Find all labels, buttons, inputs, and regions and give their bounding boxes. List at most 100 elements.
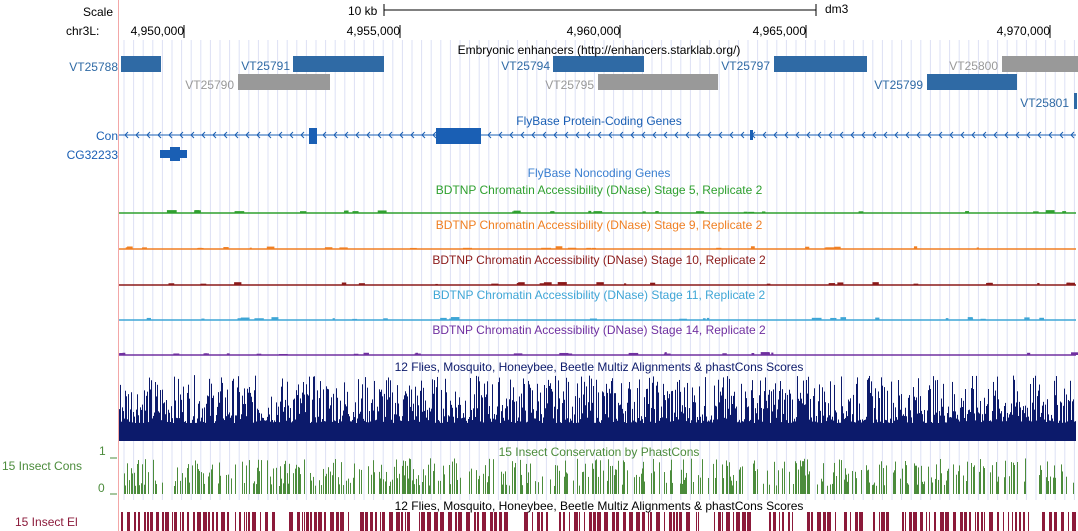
conservation-bar xyxy=(938,479,939,494)
conservation-bar xyxy=(425,475,426,494)
conserved-element xyxy=(490,512,493,531)
dnase-signal-peak xyxy=(589,318,597,320)
conservation-bar xyxy=(598,476,599,494)
multiz-signal-bar xyxy=(748,406,749,441)
multiz-signal-bar xyxy=(888,422,889,441)
multiz-signal-bar xyxy=(437,376,438,441)
multiz-signal-bar xyxy=(446,392,447,441)
enhancer-label-vt25800[interactable]: VT25800 xyxy=(949,59,998,73)
multiz-signal-bar xyxy=(518,417,519,441)
dnase-signal-peak xyxy=(1039,317,1044,320)
multiz-signal-bar xyxy=(742,421,743,441)
multiz-signal-bar xyxy=(805,404,806,441)
conservation-bar xyxy=(834,462,835,494)
multiz-signal-bar xyxy=(847,416,848,441)
gene-con-strand-arrow xyxy=(410,131,415,139)
multiz-signal-bar xyxy=(1052,418,1053,441)
conservation-bar xyxy=(958,471,959,494)
enhancer-label-vt25790[interactable]: VT25790 xyxy=(185,78,234,92)
conservation-bar xyxy=(795,461,796,494)
gene-con-strand-arrow xyxy=(938,131,943,139)
multiz-signal-bar xyxy=(824,391,825,441)
multiz-signal-bar xyxy=(555,375,556,441)
multiz-signal-bar xyxy=(1068,399,1069,441)
conservation-bar xyxy=(1004,477,1005,494)
conservation-bar xyxy=(702,459,703,494)
gene-con-strand-arrow xyxy=(817,131,822,139)
conserved-element xyxy=(310,512,312,531)
multiz-signal-bar xyxy=(541,414,542,441)
conservation-bar xyxy=(917,484,918,494)
gene-con-strand-arrow xyxy=(729,131,734,139)
chrom-label: chr3L: xyxy=(66,24,100,38)
conserved-element xyxy=(827,512,831,531)
conservation-bar xyxy=(1055,477,1056,494)
conservation-bar xyxy=(182,473,183,494)
dnase-signal-peak xyxy=(650,282,656,285)
multiz-signal-bar xyxy=(512,400,513,441)
enhancer-label-vt25791[interactable]: VT25791 xyxy=(241,59,290,73)
multiz-signal-bar xyxy=(738,421,739,441)
multiz-signal-bar xyxy=(121,421,122,441)
multiz-signal-bar xyxy=(131,392,132,441)
multiz-signal-bar xyxy=(167,421,168,441)
gene-con-strand-arrow xyxy=(872,131,877,139)
multiz-signal-bar xyxy=(762,421,763,441)
gene-con-strand-arrow xyxy=(784,131,789,139)
multiz-signal-bar xyxy=(214,422,215,441)
conservation-bar xyxy=(153,459,154,494)
conserved-element xyxy=(434,512,438,531)
dnase-signal-peak xyxy=(345,210,349,213)
enhancer-label-vt25794[interactable]: VT25794 xyxy=(501,59,550,73)
conserved-element xyxy=(1003,512,1004,531)
enhancer-label-vt25801[interactable]: VT25801 xyxy=(1020,96,1069,110)
multiz-signal-bar xyxy=(126,396,127,441)
conservation-side-label[interactable]: 15 Insect Cons xyxy=(2,459,83,473)
multiz-signal-bar xyxy=(1017,391,1018,441)
enhancer-label-vt25799[interactable]: VT25799 xyxy=(874,78,923,92)
conserved-element xyxy=(636,512,640,531)
dnase-signal-peak xyxy=(563,353,573,355)
enhancer-track-title: Embryonic enhancers (http://enhancers.st… xyxy=(457,43,741,57)
conserved-element xyxy=(623,512,626,531)
multiz-signal-bar xyxy=(170,421,171,441)
multiz-signal-bar xyxy=(231,415,232,441)
multiz-signal-bar xyxy=(992,410,993,441)
conserved-element xyxy=(902,512,904,531)
multiz-signal-bar xyxy=(927,410,928,441)
conservation-bar xyxy=(623,460,624,494)
multiz-signal-bar xyxy=(290,408,291,441)
multiz-signal-bar xyxy=(358,379,359,441)
multiz-signal-bar xyxy=(180,394,181,441)
conservation-bar xyxy=(867,470,868,494)
multiz-signal-bar xyxy=(241,414,242,441)
enhancer-label-vt25788[interactable]: VT25788 xyxy=(69,60,118,74)
multiz-signal-bar xyxy=(682,405,683,441)
conservation-bar xyxy=(1014,465,1015,494)
enhancer-label-vt25797[interactable]: VT25797 xyxy=(721,59,770,73)
multiz-signal-bar xyxy=(757,403,758,441)
multiz-signal-bar xyxy=(285,399,286,441)
gene-con-strand-arrow xyxy=(630,131,635,139)
conservation-bar xyxy=(381,464,382,494)
multiz-signal-bar xyxy=(276,402,277,441)
multiz-signal-bar xyxy=(329,408,330,441)
gene-label-con[interactable]: Con xyxy=(95,129,118,143)
elements-side-label[interactable]: 15 Insect El xyxy=(15,515,78,529)
conserved-element xyxy=(165,512,169,531)
multiz-signal-bar xyxy=(562,403,563,441)
gene-con-exon xyxy=(309,128,317,144)
multiz-signal-bar xyxy=(754,422,755,441)
multiz-signal-bar xyxy=(326,386,327,441)
multiz-signal-bar xyxy=(953,411,954,441)
dnase-signal-peak xyxy=(173,353,180,355)
enhancer-label-vt25795[interactable]: VT25795 xyxy=(545,78,594,92)
multiz-signal-bar xyxy=(412,411,413,441)
conservation-bar xyxy=(527,482,528,494)
conserved-element xyxy=(302,512,303,531)
conservation-bar xyxy=(198,469,199,494)
multiz-signal-bar xyxy=(697,417,698,441)
gene-label-cg32233[interactable]: CG32233 xyxy=(66,148,118,162)
